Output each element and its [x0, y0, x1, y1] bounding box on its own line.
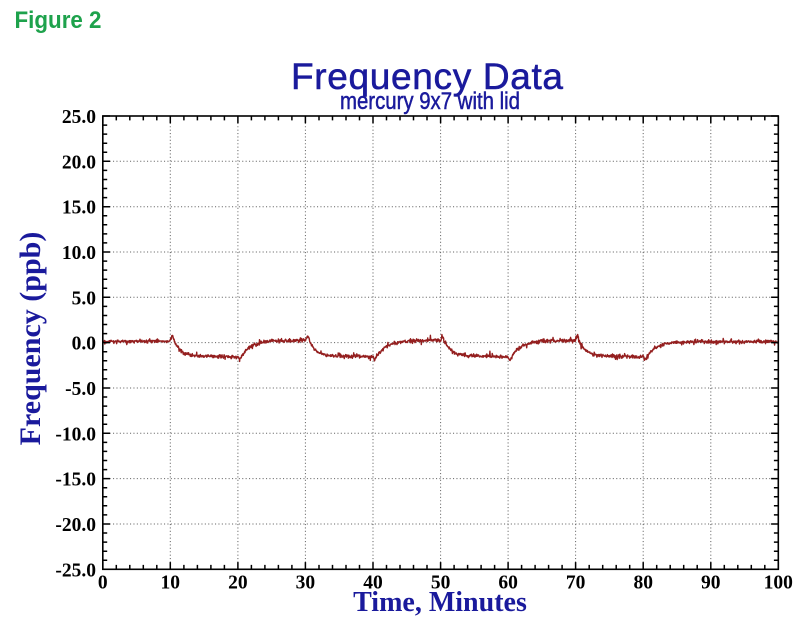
svg-text:Time, Minutes: Time, Minutes	[353, 587, 527, 618]
svg-text:5.0: 5.0	[72, 288, 96, 309]
svg-text:Frequency (ppb): Frequency (ppb)	[14, 232, 47, 446]
svg-text:30: 30	[296, 573, 316, 594]
svg-text:100: 100	[764, 573, 793, 594]
svg-text:70: 70	[566, 573, 586, 594]
svg-text:10.0: 10.0	[62, 243, 96, 264]
svg-text:20.0: 20.0	[62, 152, 96, 173]
svg-text:mercury 9x7 with lid: mercury 9x7 with lid	[340, 88, 520, 115]
svg-text:Frequency Data: Frequency Data	[291, 56, 563, 97]
svg-text:60: 60	[498, 573, 518, 594]
svg-text:50: 50	[431, 573, 451, 594]
svg-text:20: 20	[228, 573, 248, 594]
svg-text:0: 0	[98, 573, 108, 594]
svg-text:-20.0: -20.0	[55, 515, 96, 536]
svg-text:-5.0: -5.0	[65, 379, 96, 400]
svg-text:-15.0: -15.0	[55, 470, 96, 491]
svg-text:-10.0: -10.0	[55, 424, 96, 445]
svg-text:10: 10	[161, 573, 181, 594]
svg-text:40: 40	[363, 573, 383, 594]
svg-text:25.0: 25.0	[62, 107, 96, 128]
svg-text:15.0: 15.0	[62, 198, 96, 219]
svg-text:Figure 2: Figure 2	[15, 7, 102, 34]
svg-text:80: 80	[633, 573, 653, 594]
svg-text:-25.0: -25.0	[55, 560, 96, 581]
svg-text:0.0: 0.0	[72, 334, 96, 355]
svg-text:90: 90	[701, 573, 721, 594]
